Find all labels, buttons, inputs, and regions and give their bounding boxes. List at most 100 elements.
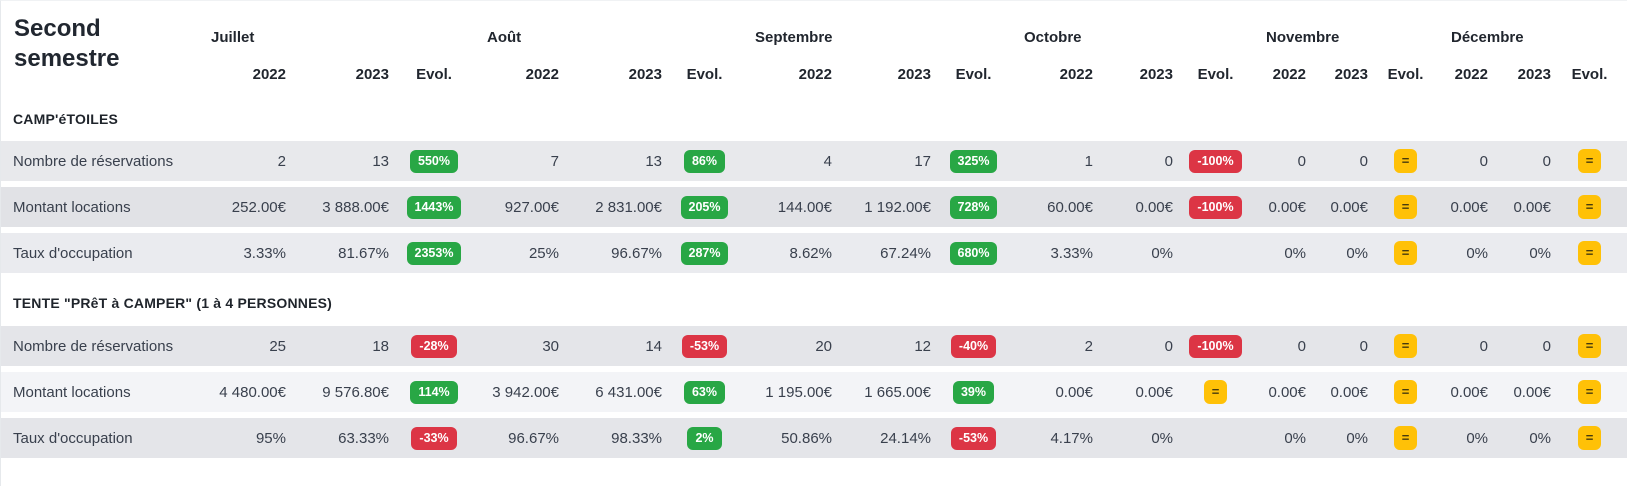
value-2022: 4 480.00€ <box>219 383 286 401</box>
value-2023: 17 <box>914 152 931 170</box>
value-2023: 0.00€ <box>1513 383 1551 401</box>
evol-badge: -100% <box>1189 195 1242 219</box>
evol-badge: = <box>1204 380 1227 404</box>
evol-cell: 63% <box>662 380 747 404</box>
metric-label: Taux d'occupation <box>13 429 133 447</box>
year-2022-header: 2022 <box>1059 65 1093 83</box>
months-header-row: Second semestre Juillet Août Septembre Octo… <box>1 1 1627 72</box>
evol-badge: 63% <box>683 380 726 404</box>
metric-label: Montant locations <box>13 383 131 401</box>
evol-badge: 550% <box>410 149 458 173</box>
year-2022-header: 2022 <box>252 65 286 83</box>
evol-cell: 550% <box>389 149 479 173</box>
evol-cell: -53% <box>931 426 1016 450</box>
value-2023: 13 <box>645 152 662 170</box>
evol-badge: 86% <box>683 149 726 173</box>
evol-cell: 86% <box>662 149 747 173</box>
evol-cell: = <box>1551 334 1627 358</box>
evol-badge: = <box>1578 241 1601 265</box>
evol-cell: -40% <box>931 334 1016 358</box>
evol-badge: = <box>1394 195 1417 219</box>
value-2022: 0 <box>1479 337 1488 355</box>
value-2023: 18 <box>372 337 389 355</box>
evol-badge: = <box>1578 380 1601 404</box>
evol-cell: 39% <box>931 380 1016 404</box>
evol-badge: 205% <box>680 195 729 219</box>
year-2023-header: 2023 <box>1334 65 1368 83</box>
value-2022: 144.00€ <box>777 198 832 216</box>
value-2022: 0 <box>1479 152 1488 170</box>
value-2022: 2 <box>277 152 286 170</box>
evol-badge: -40% <box>950 334 997 358</box>
evol-badge: = <box>1578 426 1601 450</box>
table-row: Nombre de réservations 2 13 550% 7 13 86% 4 17 32… <box>1 141 1627 187</box>
value-2023: 9 576.80€ <box>322 383 389 401</box>
value-2022: 2 <box>1084 337 1093 355</box>
evol-cell: 728% <box>931 195 1016 219</box>
value-2022: 50.86% <box>781 429 832 447</box>
evol-header: Evol. <box>686 65 723 83</box>
value-2022: 3 942.00€ <box>492 383 559 401</box>
evol-badge: -100% <box>1189 149 1242 173</box>
evol-cell: -100% <box>1173 334 1258 358</box>
evol-cell: = <box>1368 426 1443 450</box>
month-header: Novembre <box>1266 29 1340 46</box>
evol-header: Evol. <box>1387 65 1424 83</box>
evol-cell: = <box>1551 380 1627 404</box>
year-2023-header: 2023 <box>355 65 389 83</box>
value-2022: 0% <box>1466 244 1488 262</box>
year-2022-header: 2022 <box>1454 65 1488 83</box>
metric-label: Nombre de réservations <box>13 337 174 355</box>
month-header: Septembre <box>755 29 833 46</box>
value-2022: 0.00€ <box>1055 383 1093 401</box>
evol-badge: 2353% <box>406 241 462 265</box>
evol-badge: = <box>1394 334 1417 358</box>
evol-cell: 205% <box>662 195 747 219</box>
evol-cell: = <box>1368 241 1443 265</box>
evol-badge: 728% <box>949 195 998 219</box>
value-2023: 0.00€ <box>1135 383 1173 401</box>
evol-cell: 325% <box>931 149 1016 173</box>
evol-badge: = <box>1578 334 1601 358</box>
value-2023: 2 831.00€ <box>595 198 662 216</box>
value-2023: 0 <box>1542 337 1551 355</box>
evol-badge: 680% <box>949 241 998 265</box>
evol-badge: 325% <box>949 149 998 173</box>
evol-cell: -28% <box>389 334 479 358</box>
value-2022: 927.00€ <box>504 198 559 216</box>
evol-badge: 2% <box>687 426 722 450</box>
metric-label: Montant locations <box>13 198 131 216</box>
value-2022: 25% <box>528 244 559 262</box>
value-2023: 0 <box>1542 152 1551 170</box>
evol-badge: = <box>1578 149 1601 173</box>
evol-cell: -100% <box>1173 195 1258 219</box>
evol-cell: -100% <box>1173 149 1258 173</box>
year-2022-header: 2022 <box>1272 65 1306 83</box>
month-header: Juillet <box>211 29 255 46</box>
value-2023: 6 431.00€ <box>595 383 662 401</box>
evol-cell: -33% <box>389 426 479 450</box>
table-row: Montant locations 4 480.00€ 9 576.80€ 114% 3… <box>1 372 1627 418</box>
value-2022: 8.62% <box>789 244 832 262</box>
value-2022: 252.00€ <box>231 198 286 216</box>
value-2022: 0% <box>1284 244 1306 262</box>
year-2023-header: 2023 <box>897 65 931 83</box>
value-2023: 0 <box>1164 337 1173 355</box>
month-header: Août <box>487 29 522 46</box>
value-2023: 0% <box>1529 244 1551 262</box>
evol-cell: = <box>1368 195 1443 219</box>
evol-badge: -53% <box>950 426 997 450</box>
value-2023: 0.00€ <box>1513 198 1551 216</box>
evol-cell: 2353% <box>389 241 479 265</box>
value-2023: 0% <box>1151 244 1173 262</box>
value-2023: 0.00€ <box>1330 383 1368 401</box>
month-header: Octobre <box>1024 29 1082 46</box>
value-2023: 0% <box>1151 429 1173 447</box>
value-2023: 0% <box>1346 429 1368 447</box>
evol-badge: 114% <box>410 380 458 404</box>
evol-badge: -33% <box>411 426 457 450</box>
value-2022: 3.33% <box>243 244 286 262</box>
evol-cell: = <box>1551 195 1627 219</box>
evol-cell: 114% <box>389 380 479 404</box>
